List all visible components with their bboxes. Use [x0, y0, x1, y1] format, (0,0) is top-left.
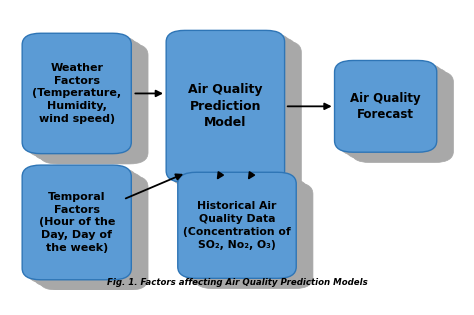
FancyBboxPatch shape: [33, 40, 143, 161]
Text: Weather
Factors
(Temperature,
Humidity,
wind speed): Weather Factors (Temperature, Humidity, …: [32, 63, 121, 124]
FancyBboxPatch shape: [178, 172, 296, 278]
FancyBboxPatch shape: [351, 71, 454, 163]
Text: Air Quality
Prediction
Model: Air Quality Prediction Model: [188, 83, 263, 129]
FancyBboxPatch shape: [28, 37, 137, 157]
FancyBboxPatch shape: [183, 41, 301, 193]
FancyBboxPatch shape: [177, 37, 296, 189]
FancyBboxPatch shape: [183, 176, 302, 282]
FancyBboxPatch shape: [340, 64, 442, 156]
FancyBboxPatch shape: [33, 172, 143, 287]
Text: Historical Air
Quality Data
(Concentration of
SO₂, No₂, O₃): Historical Air Quality Data (Concentrati…: [183, 201, 291, 249]
FancyBboxPatch shape: [172, 34, 290, 186]
Text: Fig. 1. Factors affecting Air Quality Prediction Models: Fig. 1. Factors affecting Air Quality Pr…: [107, 278, 367, 287]
FancyBboxPatch shape: [39, 43, 148, 164]
FancyBboxPatch shape: [22, 165, 131, 280]
FancyBboxPatch shape: [346, 67, 448, 159]
FancyBboxPatch shape: [22, 33, 131, 154]
FancyBboxPatch shape: [335, 60, 437, 152]
FancyBboxPatch shape: [39, 175, 148, 290]
FancyBboxPatch shape: [28, 169, 137, 283]
FancyBboxPatch shape: [166, 30, 284, 182]
FancyBboxPatch shape: [194, 183, 313, 289]
FancyBboxPatch shape: [189, 179, 307, 285]
Text: Temporal
Factors
(Hour of the
Day, Day of
the week): Temporal Factors (Hour of the Day, Day o…: [38, 192, 115, 253]
Text: Air Quality
Forecast: Air Quality Forecast: [350, 92, 421, 121]
